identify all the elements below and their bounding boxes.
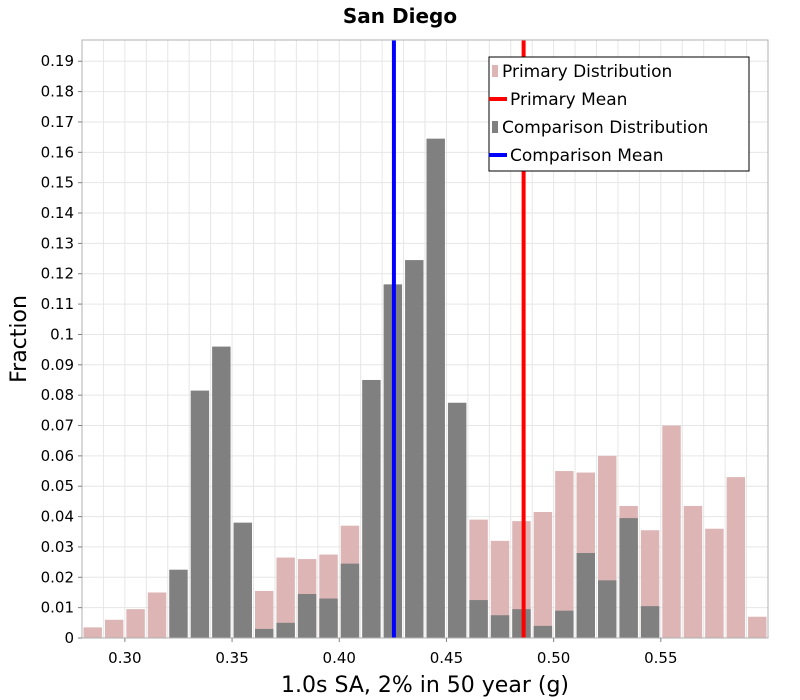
comparison-distribution-bar	[190, 390, 210, 638]
legend-swatch	[492, 65, 498, 77]
comparison-distribution-bar	[362, 379, 381, 638]
primary-distribution-bar	[512, 521, 531, 638]
primary-distribution-bar	[705, 528, 724, 638]
y-tick-label: 0.02	[41, 568, 74, 586]
primary-distribution-bar	[555, 471, 574, 638]
y-axis-ticks: 0 0.01 0.02 0.03 0.04 0.05 0.06 0.07 0.08 0.09 0.1…	[41, 52, 82, 647]
x-tick-label: 0.55	[644, 649, 677, 667]
y-tick-label: 0.07	[41, 417, 74, 435]
primary-distribution-bar	[255, 590, 274, 638]
y-tick-label: 0	[64, 629, 74, 647]
comparison-distribution-bar	[512, 609, 531, 638]
comparison-distribution-bar	[319, 598, 338, 638]
y-tick-label: 0.01	[41, 599, 74, 617]
primary-distribution-bar	[104, 619, 124, 638]
comparison-distribution-bar	[169, 569, 188, 638]
legend-box	[488, 56, 750, 172]
x-tick-label: 0.35	[215, 649, 248, 667]
x-tick-label: 0.30	[108, 649, 141, 667]
legend: Primary Distribution Primary Mean Comparis…	[488, 56, 750, 172]
comparison-distribution-bar	[276, 622, 295, 638]
chart-title: San Diego	[343, 4, 457, 28]
primary-distribution-bar	[533, 512, 553, 638]
legend-label: Primary Distribution	[502, 62, 672, 82]
legend-label: Primary Mean	[510, 90, 627, 110]
comparison-distribution-bar	[469, 600, 488, 638]
y-tick-label: 0.03	[41, 538, 74, 556]
primary-distribution-bars	[83, 425, 767, 638]
comparison-distribution-bar	[555, 610, 574, 638]
y-tick-label: 0.11	[41, 295, 74, 313]
comparison-distribution-bar	[619, 518, 638, 638]
primary-distribution-bar	[726, 477, 746, 638]
primary-distribution-bar	[683, 505, 703, 638]
comparison-distribution-bar	[405, 260, 424, 638]
comparison-distribution-bar	[576, 553, 595, 638]
primary-distribution-bar	[126, 609, 145, 638]
comparison-distribution-bar	[297, 593, 317, 638]
x-axis-title: 1.0s SA, 2% in 50 year (g)	[281, 673, 569, 698]
y-tick-label: 0.19	[41, 52, 74, 70]
primary-distribution-bar	[147, 592, 167, 638]
comparison-distribution-bars	[169, 138, 660, 638]
x-axis-ticks: 0.30 0.35 0.40 0.45 0.50 0.55	[108, 638, 678, 667]
x-tick-label: 0.40	[323, 649, 356, 667]
legend-label: Comparison Mean	[510, 146, 664, 166]
comparison-distribution-bar	[426, 138, 445, 638]
y-tick-label: 0.16	[41, 143, 74, 161]
plot-border	[81, 39, 769, 639]
comparison-distribution-bar	[255, 628, 274, 638]
y-tick-label: 0.18	[41, 83, 74, 101]
comparison-distribution-bar	[533, 625, 553, 638]
y-tick-label: 0.08	[41, 386, 74, 404]
comparison-distribution-bar	[233, 522, 252, 638]
primary-distribution-bar	[490, 540, 510, 638]
y-tick-label: 0.04	[41, 508, 74, 526]
y-tick-label: 0.09	[41, 356, 74, 374]
comparison-distribution-bar	[447, 402, 467, 638]
primary-distribution-bar	[748, 616, 767, 638]
y-tick-label: 0.12	[41, 265, 74, 283]
legend-label: Comparison Distribution	[502, 118, 708, 138]
comparison-distribution-bar	[340, 563, 360, 638]
y-axis-title: Fraction	[7, 295, 32, 383]
comparison-distribution-bar	[640, 606, 660, 638]
x-tick-label: 0.45	[430, 649, 463, 667]
comparison-distribution-bar	[212, 346, 231, 638]
y-tick-label: 0.13	[41, 234, 74, 252]
x-tick-label: 0.50	[537, 649, 570, 667]
y-tick-label: 0.06	[41, 447, 74, 465]
comparison-distribution-bar	[598, 580, 617, 638]
primary-distribution-bar	[662, 425, 681, 638]
y-tick-label: 0.15	[41, 174, 74, 192]
comparison-distribution-bar	[490, 615, 510, 638]
primary-distribution-bar	[276, 557, 295, 638]
y-tick-label: 0.17	[41, 113, 74, 131]
primary-distribution-bar	[83, 627, 102, 638]
y-tick-label: 0.05	[41, 477, 74, 495]
y-tick-label: 0.1	[50, 325, 74, 343]
y-tick-label: 0.14	[41, 204, 74, 222]
legend-swatch	[492, 121, 498, 133]
